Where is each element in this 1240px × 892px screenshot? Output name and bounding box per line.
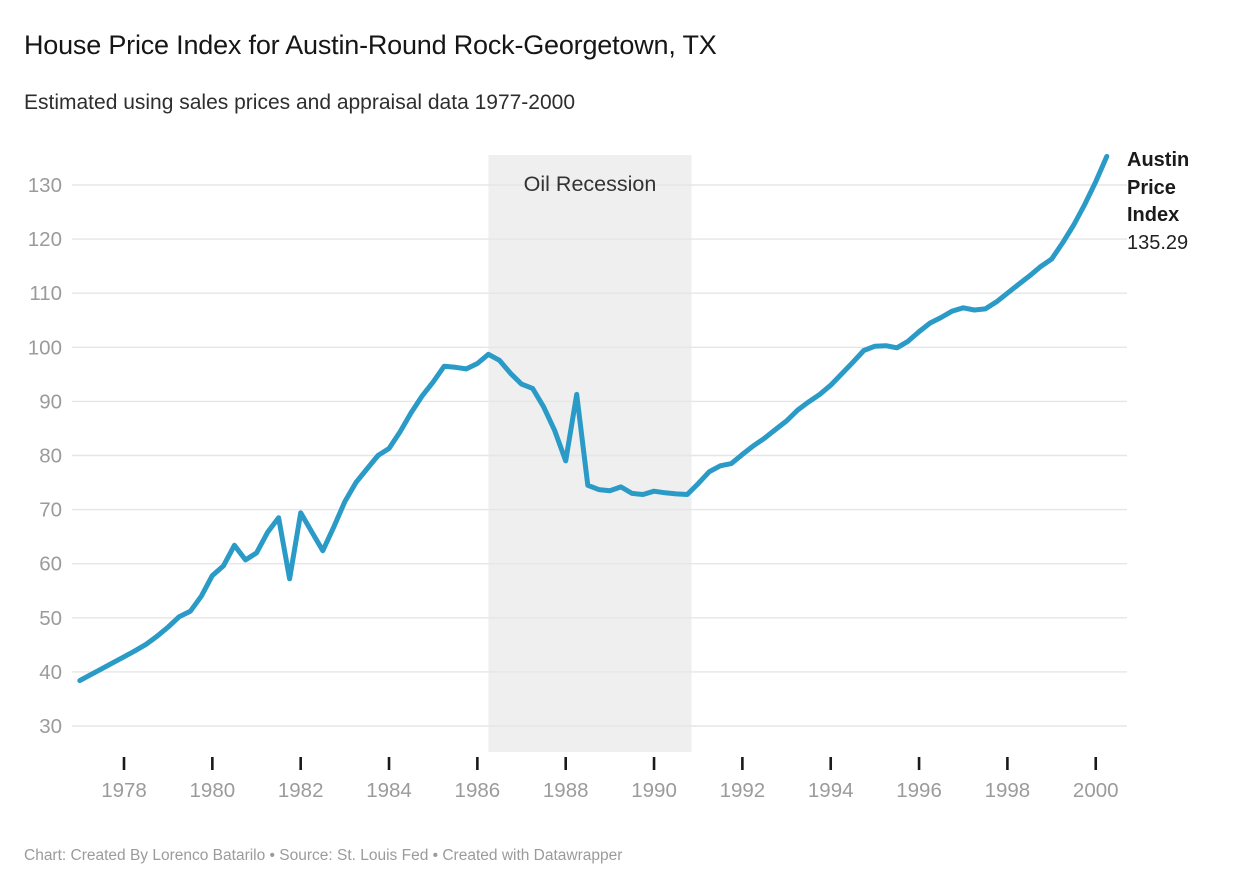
page-title: House Price Index for Austin-Round Rock-… [24,30,717,60]
x-axis-tick-label: 1984 [366,779,412,802]
y-axis-tick-label: 70 [39,499,62,522]
x-axis-tick-label: 1978 [101,779,147,802]
x-axis-tick-label: 1990 [631,779,677,802]
recession-region-label: Oil Recession [524,172,657,196]
y-axis-tick-label: 90 [39,390,62,413]
page-subtitle: Estimated using sales prices and apprais… [24,91,576,114]
y-axis-tick-label: 30 [39,715,62,738]
x-axis-tick-label: 2000 [1073,779,1119,802]
line-end-label-text: Austin Price Index [1127,149,1190,227]
y-axis-tick-label: 40 [39,661,62,684]
line-end-label-value: 135.29 [1127,231,1189,254]
x-axis-tick-label: 1988 [543,779,589,802]
y-axis-tick-label: 130 [28,174,62,197]
chart-footer: Chart: Created By Lorenco Batarilo • Sou… [24,847,623,864]
x-axis-tick-label: 1982 [278,779,324,802]
y-axis-tick-label: 60 [39,553,62,576]
x-axis-tick-label: 1992 [720,779,766,802]
x-axis-tick-label: 1980 [190,779,236,802]
price-line [77,153,1110,684]
x-axis-tick-label: 1996 [896,779,942,802]
x-axis-tick-label: 1998 [985,779,1031,802]
y-axis-tick-label: 110 [29,282,62,305]
y-axis-tick-label: 100 [28,336,62,359]
y-axis-tick-label: 50 [39,607,62,630]
x-axis-tick-label: 1986 [455,779,501,802]
x-axis-tick-label: 1994 [808,779,854,802]
y-axis-tick-label: 80 [39,445,62,468]
line-end-label: Austin Price Index 135.29 [1127,147,1219,257]
y-axis-tick-label: 120 [28,228,62,251]
recession-region [488,155,692,752]
